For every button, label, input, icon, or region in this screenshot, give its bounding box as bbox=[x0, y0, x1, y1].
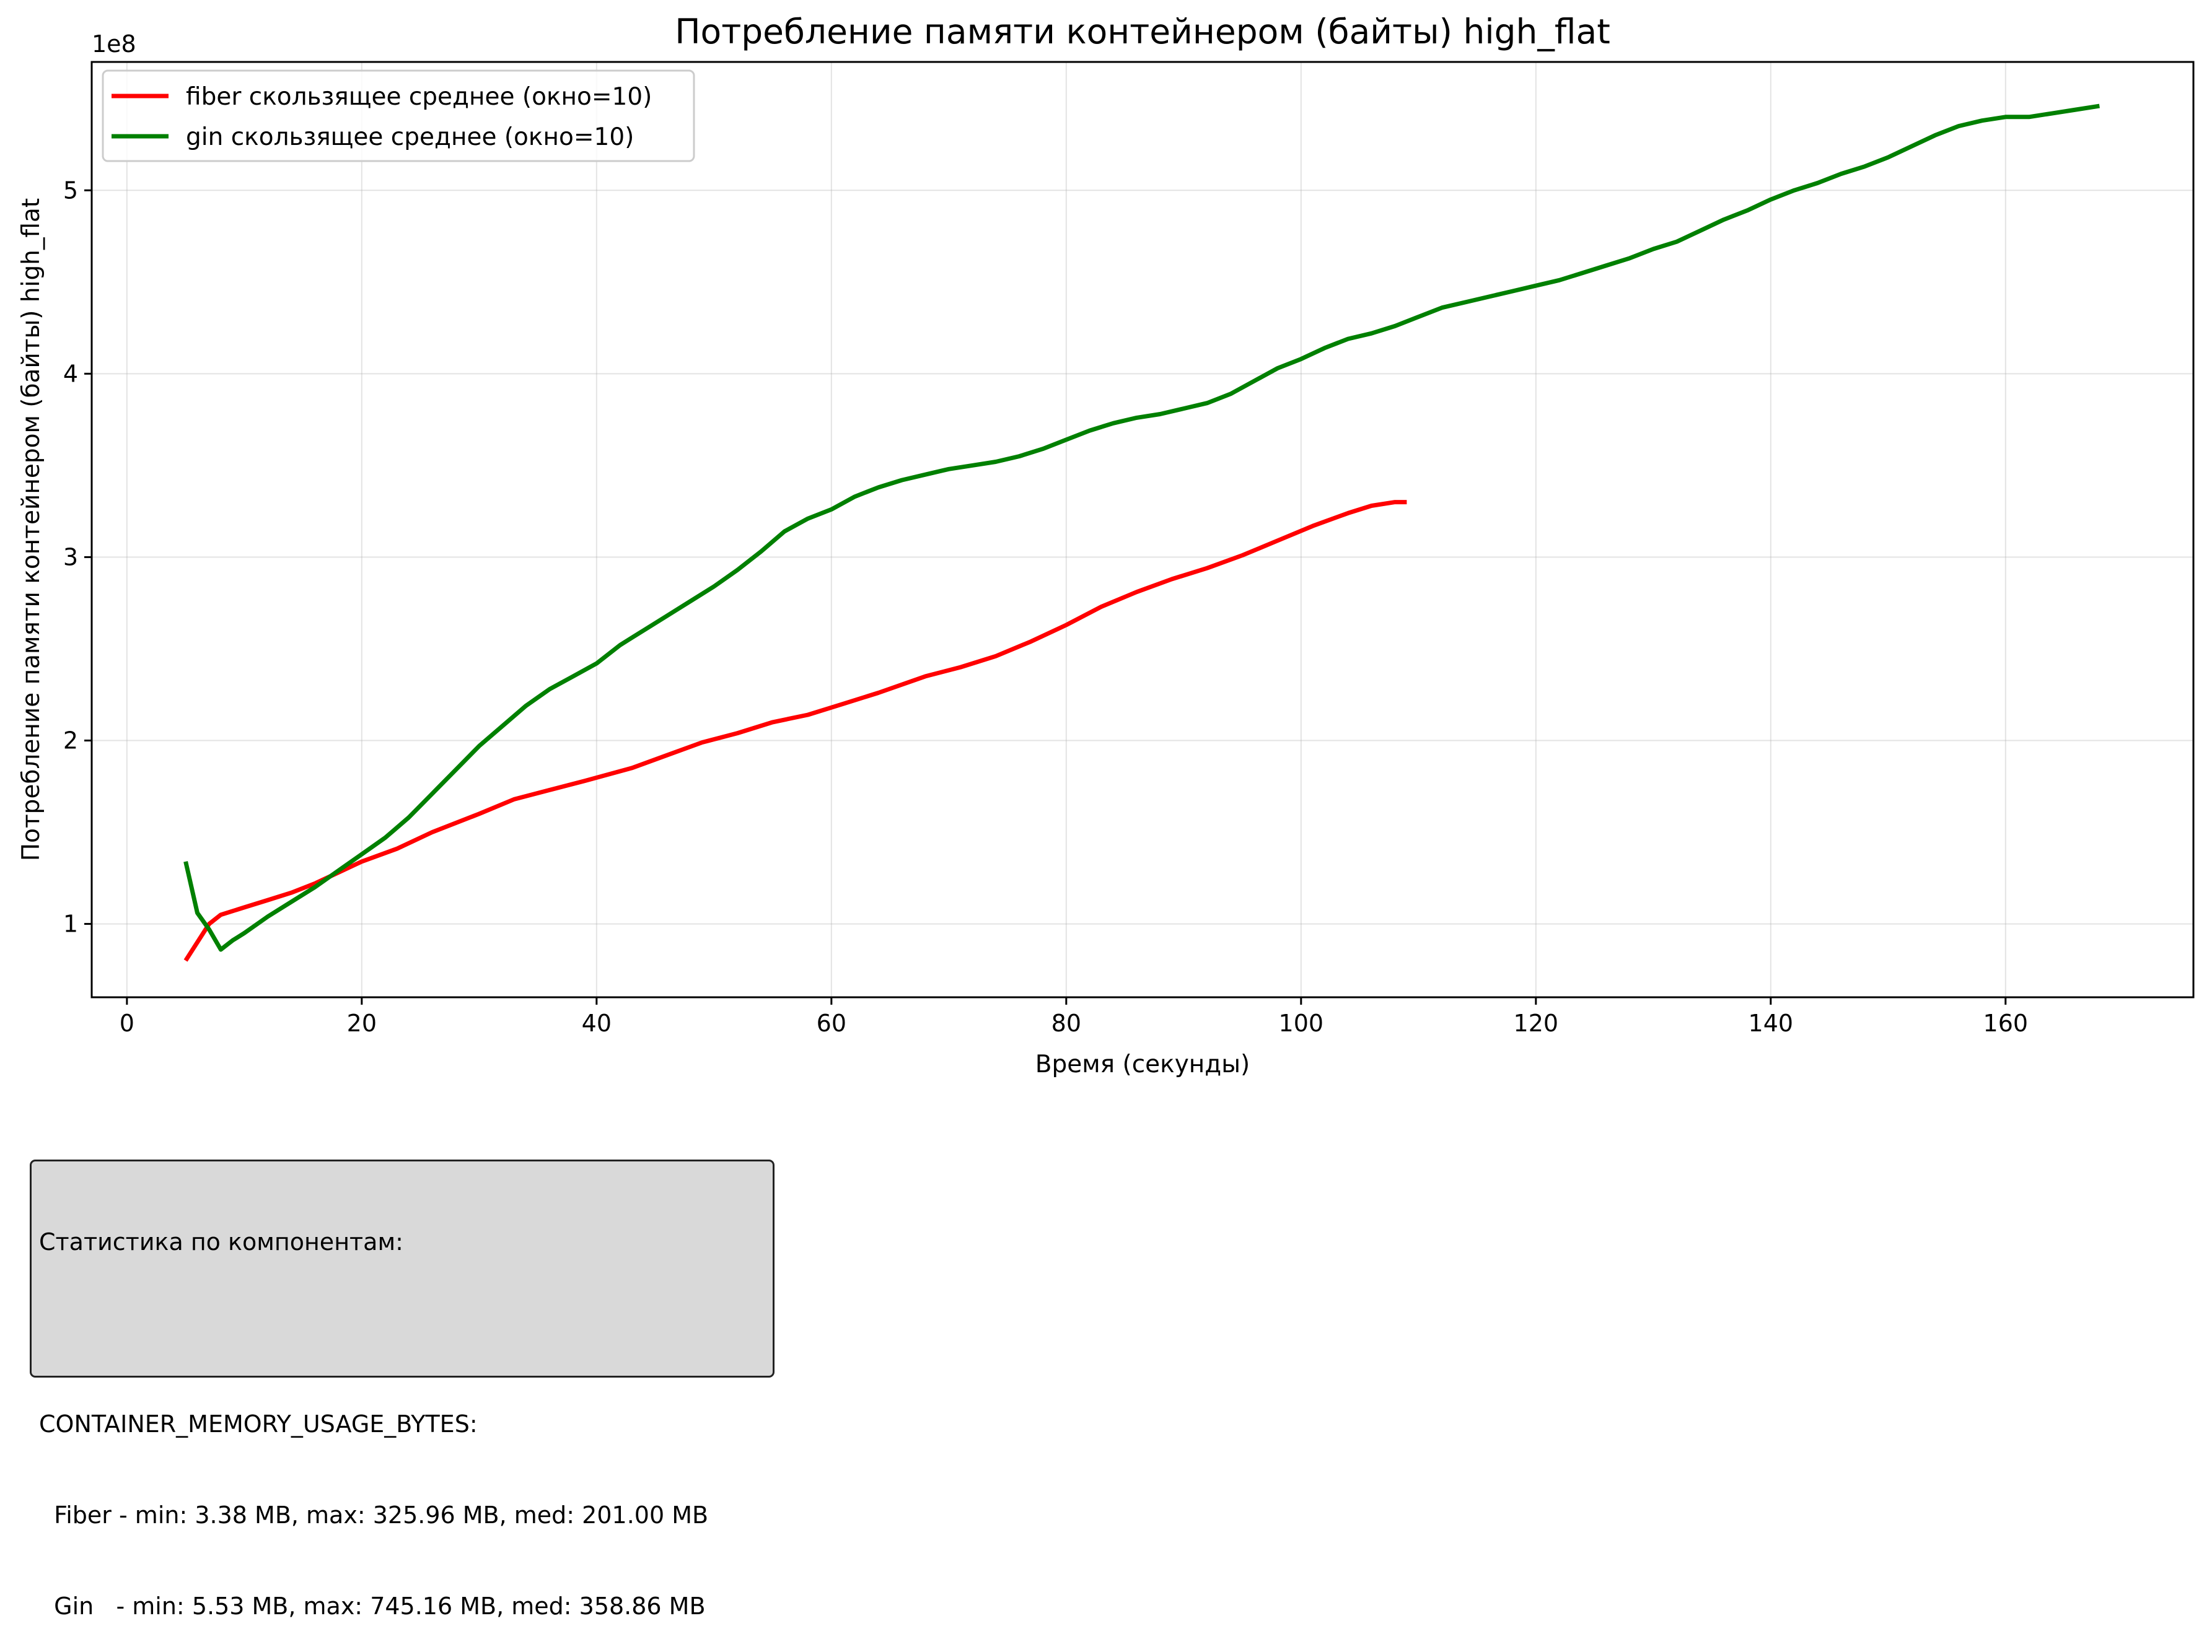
memory-line-chart: 0 20 40 60 80 100 120 140 160 1 2 3 4 5 Потребление п… bbox=[17, 12, 2195, 1078]
chart-title: Потребление памяти контейнером (байты) h… bbox=[675, 12, 1610, 51]
x-tick-label: 0 bbox=[120, 1010, 134, 1037]
y-tick-label: 1 bbox=[63, 911, 78, 938]
legend-label-gin: gin скользящее среднее (окно=10) bbox=[186, 123, 634, 151]
x-tick-label: 140 bbox=[1749, 1010, 1794, 1037]
y-tick-label: 2 bbox=[63, 727, 78, 754]
tick-layer: 0 20 40 60 80 100 120 140 160 1 2 3 4 5 bbox=[63, 177, 2028, 1037]
legend-frame bbox=[102, 69, 695, 162]
series-line-fiber bbox=[183, 500, 1407, 962]
grid-layer bbox=[92, 62, 2193, 997]
x-tick-label: 120 bbox=[1514, 1010, 1559, 1037]
stats-spacer bbox=[39, 1318, 765, 1348]
plot-frame bbox=[90, 61, 2195, 999]
y-tick-label: 3 bbox=[63, 543, 78, 570]
y-tick-label: 5 bbox=[63, 177, 78, 204]
x-tick-label: 20 bbox=[347, 1010, 377, 1037]
y-axis-label: Потребление памяти контейнером (байты) h… bbox=[17, 198, 45, 861]
x-axis-label: Время (секунды) bbox=[1035, 1051, 1250, 1078]
stats-fiber-line: Fiber - min: 3.38 MB, max: 325.96 MB, me… bbox=[39, 1501, 709, 1529]
stats-gin-line: Gin - min: 5.53 MB, max: 745.16 MB, med:… bbox=[39, 1593, 706, 1620]
x-tick-label: 40 bbox=[582, 1010, 612, 1037]
series-line-gin bbox=[183, 103, 2100, 952]
stats-title: Статистика по компонентам: bbox=[39, 1228, 403, 1256]
stats-metric-name: CONTAINER_MEMORY_USAGE_BYTES: bbox=[39, 1410, 478, 1438]
y-offset-label: 1e8 bbox=[92, 30, 136, 58]
legend-label-fiber: fiber скользящее среднее (окно=10) bbox=[186, 83, 652, 111]
series-layer bbox=[183, 103, 2100, 962]
y-tick-label: 4 bbox=[63, 360, 78, 387]
stats-box: Статистика по компонентам: CONTAINER_MEM… bbox=[30, 1160, 775, 1620]
x-tick-label: 60 bbox=[817, 1010, 846, 1037]
legend: fiber скользящее среднее (окно=10) gin с… bbox=[102, 69, 695, 162]
x-tick-label: 100 bbox=[1279, 1010, 1324, 1037]
x-tick-label: 80 bbox=[1051, 1010, 1081, 1037]
x-tick-label: 160 bbox=[1983, 1010, 2029, 1037]
